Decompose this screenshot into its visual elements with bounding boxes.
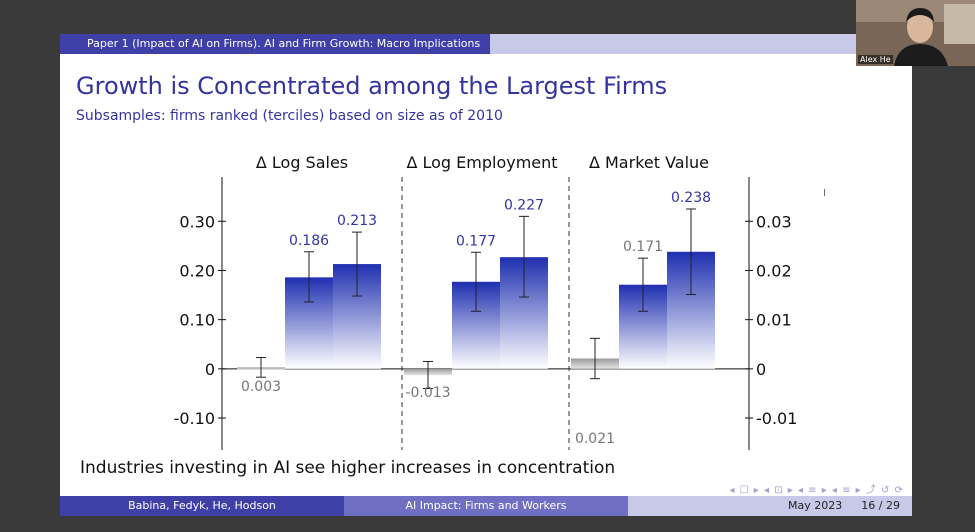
slide: Paper 1 (Impact of AI on Firms). AI and …	[60, 34, 912, 516]
section-title: Paper 1 (Impact of AI on Firms). AI and …	[60, 34, 491, 54]
page-number: 16 / 29	[861, 499, 900, 512]
data-label: 0.213	[337, 213, 377, 229]
data-label: 0.186	[289, 233, 329, 249]
data-label: 0.227	[504, 197, 544, 213]
right-tick-label: 0.03	[756, 212, 792, 231]
left-tick-label: -0.10	[174, 409, 215, 428]
footer-authors: Babina, Fedyk, He, Hodson	[60, 496, 344, 516]
panel-label: Δ Log Sales	[256, 153, 348, 172]
text-cursor-icon: I	[823, 188, 826, 199]
bar-chart: -0.10 0 0.10 0.20 0.30 -0.01 0 0.01 0.02 0.03 Δ Lo…	[174, 153, 797, 450]
footer-right: May 2023 16 / 29	[628, 496, 912, 516]
right-tick-label: -0.01	[756, 409, 797, 428]
left-tick-label: 0.30	[179, 212, 215, 231]
headline-bar: Paper 1 (Impact of AI on Firms). AI and …	[60, 34, 912, 54]
beamer-navigation-icons[interactable]: ◂ ☐ ▸ ◂ ⊡ ▸ ◂ ≡ ▸ ◂ ≡ ▸ ⤴ ↺ ⟳	[729, 485, 904, 496]
left-tick-label: 0.10	[179, 311, 215, 330]
panel-label: Δ Market Value	[589, 153, 709, 172]
right-tick-label: 0.01	[756, 311, 792, 330]
data-label: 0.177	[456, 233, 496, 249]
data-label: 0.003	[241, 379, 281, 395]
webcam-video: Alex He	[856, 0, 975, 66]
data-label: 0.171	[623, 239, 663, 255]
data-label: 0.238	[671, 190, 711, 206]
page-subtitle: Subsamples: firms ranked (terciles) base…	[76, 108, 503, 124]
left-tick-label: 0	[205, 360, 215, 379]
data-label: 0.021	[575, 431, 615, 447]
left-tick-label: 0.20	[179, 261, 215, 280]
page-title: Growth is Concentrated among the Largest…	[76, 72, 668, 100]
right-tick-label: 0	[756, 360, 766, 379]
participant-name: Alex He	[858, 55, 893, 64]
footer: Babina, Fedyk, He, Hodson AI Impact: Fir…	[60, 496, 912, 516]
data-label: -0.013	[405, 385, 450, 401]
right-tick-label: 0.02	[756, 261, 792, 280]
footer-short-title: AI Impact: Firms and Workers	[344, 496, 628, 516]
footnote: Industries investing in AI see higher in…	[80, 458, 616, 478]
panel-label: Δ Log Employment	[406, 153, 557, 172]
footer-date: May 2023	[788, 499, 843, 512]
